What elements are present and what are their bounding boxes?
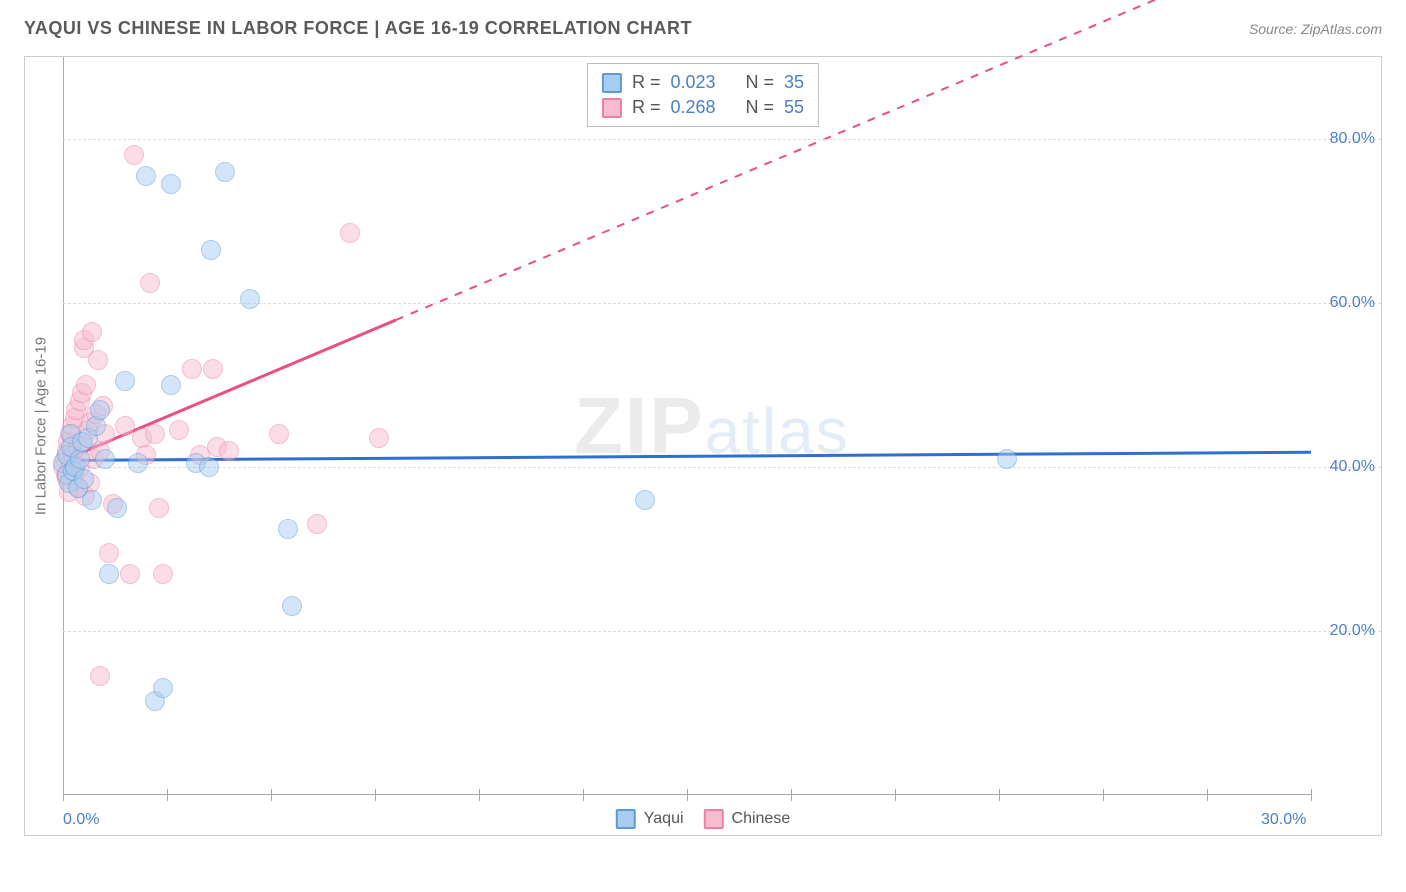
scatter-point-yaqui — [215, 162, 235, 182]
scatter-point-chinese — [76, 375, 96, 395]
x-tick-label: 0.0% — [63, 811, 99, 829]
y-tick-label: 40.0% — [1330, 458, 1375, 476]
scatter-point-yaqui — [82, 490, 102, 510]
scatter-point-yaqui — [74, 469, 94, 489]
legend-stats: R = 0.023 N = 35 R = 0.268 N = 55 — [587, 63, 819, 127]
scatter-point-chinese — [99, 543, 119, 563]
x-tick — [1207, 789, 1208, 801]
legend-r-label: R = — [632, 97, 661, 118]
legend-label-yaqui: Yaqui — [644, 810, 684, 828]
legend-n-label: N = — [746, 97, 775, 118]
x-tick — [999, 789, 1000, 801]
gridline-h — [63, 631, 1381, 632]
watermark: ZIPatlas — [574, 380, 850, 472]
scatter-point-chinese — [140, 273, 160, 293]
legend-series: Yaqui Chinese — [616, 809, 790, 829]
scatter-point-yaqui — [199, 457, 219, 477]
scatter-point-chinese — [145, 424, 165, 444]
chart-container: In Labor Force | Age 16-19 ZIPatlas 20.0… — [24, 56, 1382, 836]
x-tick — [1311, 789, 1312, 801]
x-tick — [375, 789, 376, 801]
legend-bottom-swatch-yaqui — [616, 809, 636, 829]
scatter-point-yaqui — [90, 400, 110, 420]
scatter-point-yaqui — [201, 240, 221, 260]
gridline-h — [63, 467, 1381, 468]
x-tick — [271, 789, 272, 801]
chart-source: Source: ZipAtlas.com — [1249, 21, 1382, 37]
legend-r-label: R = — [632, 72, 661, 93]
scatter-point-chinese — [149, 498, 169, 518]
y-tick-label: 60.0% — [1330, 294, 1375, 312]
scatter-point-yaqui — [278, 519, 298, 539]
scatter-point-yaqui — [95, 449, 115, 469]
x-tick — [479, 789, 480, 801]
watermark-atlas: atlas — [705, 395, 850, 467]
scatter-point-yaqui — [161, 174, 181, 194]
scatter-point-chinese — [90, 666, 110, 686]
legend-stats-row-chinese: R = 0.268 N = 55 — [602, 95, 804, 120]
legend-n-label: N = — [746, 72, 775, 93]
scatter-point-yaqui — [115, 371, 135, 391]
scatter-point-chinese — [219, 441, 239, 461]
x-tick — [895, 789, 896, 801]
y-tick-label: 20.0% — [1330, 622, 1375, 640]
x-tick-label: 30.0% — [1261, 811, 1306, 829]
legend-label-chinese: Chinese — [732, 810, 791, 828]
trend-lines — [63, 57, 1311, 795]
y-axis-title: In Labor Force | Age 16-19 — [33, 337, 50, 515]
chart-title: YAQUI VS CHINESE IN LABOR FORCE | AGE 16… — [24, 18, 692, 39]
y-tick-label: 80.0% — [1330, 130, 1375, 148]
scatter-point-yaqui — [240, 289, 260, 309]
x-tick — [63, 789, 64, 801]
x-tick — [791, 789, 792, 801]
legend-r-value-yaqui: 0.023 — [670, 72, 715, 93]
scatter-point-yaqui — [997, 449, 1017, 469]
scatter-point-chinese — [153, 564, 173, 584]
x-tick — [167, 789, 168, 801]
x-tick — [583, 789, 584, 801]
scatter-point-yaqui — [136, 166, 156, 186]
scatter-point-chinese — [120, 564, 140, 584]
scatter-point-yaqui — [107, 498, 127, 518]
scatter-point-yaqui — [153, 678, 173, 698]
scatter-point-chinese — [82, 322, 102, 342]
scatter-point-chinese — [169, 420, 189, 440]
legend-r-value-chinese: 0.268 — [670, 97, 715, 118]
legend-n-value-yaqui: 35 — [784, 72, 804, 93]
scatter-point-yaqui — [128, 453, 148, 473]
scatter-point-yaqui — [282, 596, 302, 616]
scatter-point-yaqui — [635, 490, 655, 510]
scatter-point-chinese — [307, 514, 327, 534]
legend-item-yaqui: Yaqui — [616, 809, 684, 829]
gridline-h — [63, 139, 1381, 140]
gridline-h — [63, 303, 1381, 304]
legend-swatch-chinese — [602, 98, 622, 118]
scatter-point-chinese — [203, 359, 223, 379]
scatter-point-chinese — [340, 223, 360, 243]
legend-n-value-chinese: 55 — [784, 97, 804, 118]
chart-header: YAQUI VS CHINESE IN LABOR FORCE | AGE 16… — [0, 0, 1406, 49]
trendline-yaqui — [63, 452, 1311, 460]
scatter-point-chinese — [182, 359, 202, 379]
plot-area: In Labor Force | Age 16-19 ZIPatlas 20.0… — [63, 57, 1311, 795]
watermark-zip: ZIP — [574, 381, 704, 470]
legend-item-chinese: Chinese — [704, 809, 791, 829]
scatter-point-chinese — [88, 350, 108, 370]
scatter-point-chinese — [369, 428, 389, 448]
legend-bottom-swatch-chinese — [704, 809, 724, 829]
legend-swatch-yaqui — [602, 73, 622, 93]
x-tick — [687, 789, 688, 801]
scatter-point-yaqui — [161, 375, 181, 395]
scatter-point-chinese — [269, 424, 289, 444]
scatter-point-yaqui — [99, 564, 119, 584]
legend-stats-row-yaqui: R = 0.023 N = 35 — [602, 70, 804, 95]
scatter-point-chinese — [124, 145, 144, 165]
x-tick — [1103, 789, 1104, 801]
